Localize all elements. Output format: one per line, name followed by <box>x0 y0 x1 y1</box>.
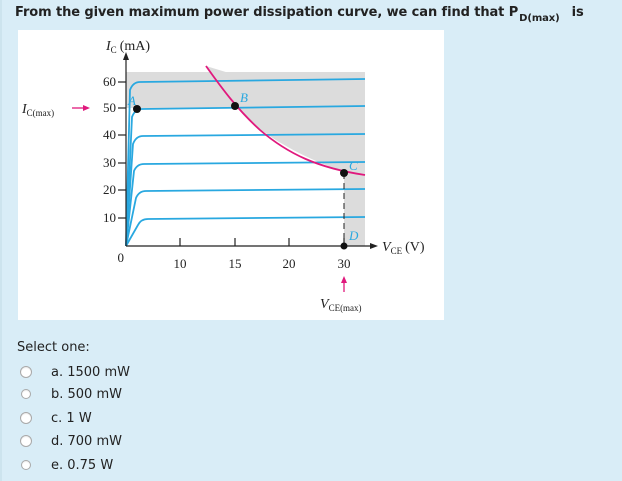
point-c <box>340 169 348 177</box>
option-c[interactable]: c. 1 W <box>20 408 92 428</box>
max-power-curve <box>205 65 366 176</box>
point-a <box>133 105 141 113</box>
origin-label: 0 <box>118 250 125 265</box>
question-suffix: is <box>571 5 584 20</box>
option-a[interactable]: a. 1500 mW <box>20 362 130 382</box>
option-d[interactable]: d. 700 mW <box>20 431 122 451</box>
radio-e[interactable] <box>21 460 31 470</box>
radio-c[interactable] <box>20 412 32 424</box>
svg-text:VCE(V): VCE (V) <box>382 240 425 256</box>
vce-max-sub: CE(max) <box>329 303 362 313</box>
x-axis-label: V <box>382 240 392 255</box>
y-tick-50: 50 <box>103 100 116 115</box>
y-tick-60: 60 <box>103 74 116 89</box>
svg-text:VCE(max): VCE(max) <box>320 297 362 313</box>
radio-d[interactable] <box>20 435 32 447</box>
radio-a[interactable] <box>20 366 32 378</box>
y-axis-arrow <box>123 52 129 60</box>
x-axis-arrow <box>370 243 378 249</box>
option-e[interactable]: e. 0.75 W <box>20 455 113 475</box>
curve-10ma <box>125 216 366 247</box>
x-axis-unit: (V) <box>405 240 425 255</box>
svg-text:IC(max): IC(max) <box>21 102 54 118</box>
label-b: B <box>240 90 248 105</box>
y-axis-label: I <box>105 39 112 54</box>
question-text: From the given maximum power dissipation… <box>15 5 584 24</box>
curve-20ma <box>125 188 366 247</box>
label-a: A <box>127 93 136 108</box>
option-b[interactable]: b. 500 mW <box>20 384 122 404</box>
x-tick-10: 10 <box>174 256 187 271</box>
vce-max-label: V <box>320 297 330 312</box>
collector-curves <box>125 78 366 247</box>
x-tick-30: 30 <box>338 256 351 271</box>
option-b-label[interactable]: b. 500 mW <box>51 386 122 402</box>
label-c: C <box>349 158 358 173</box>
y-tick-30: 30 <box>103 155 116 170</box>
radio-b[interactable] <box>21 389 31 399</box>
y-tick-40: 40 <box>103 127 116 142</box>
option-a-label[interactable]: a. 1500 mW <box>51 364 130 380</box>
point-d <box>340 242 348 250</box>
x-axis-label-sub: CE <box>391 246 403 256</box>
option-d-label[interactable]: d. 700 mW <box>51 433 122 449</box>
option-e-label[interactable]: e. 0.75 W <box>51 457 114 473</box>
curve-40ma <box>125 133 366 247</box>
y-tick-20: 20 <box>103 182 116 197</box>
ic-max-label: I <box>21 102 28 117</box>
curve-60ma <box>125 78 366 247</box>
svg-text:IC(mA): IC (mA) <box>105 39 150 55</box>
label-d: D <box>348 228 359 243</box>
question-subscript: D(max) <box>519 13 560 24</box>
curve-30ma <box>125 161 366 247</box>
y-tick-10: 10 <box>103 210 116 225</box>
point-b <box>231 102 239 110</box>
ic-max-sub: C(max) <box>27 108 55 118</box>
select-one-label: Select one: <box>17 340 90 355</box>
x-tick-15: 15 <box>229 256 242 271</box>
y-axis-unit: (mA) <box>120 39 151 54</box>
option-c-label[interactable]: c. 1 W <box>51 410 92 426</box>
question-main: From the given maximum power dissipation… <box>15 5 519 20</box>
x-tick-20: 20 <box>283 256 296 271</box>
transistor-characteristic-figure: 60 50 40 30 20 10 0 10 15 20 30 <box>18 30 444 320</box>
y-axis-label-sub: C <box>111 45 117 55</box>
characteristic-chart: 60 50 40 30 20 10 0 10 15 20 30 <box>21 39 425 313</box>
